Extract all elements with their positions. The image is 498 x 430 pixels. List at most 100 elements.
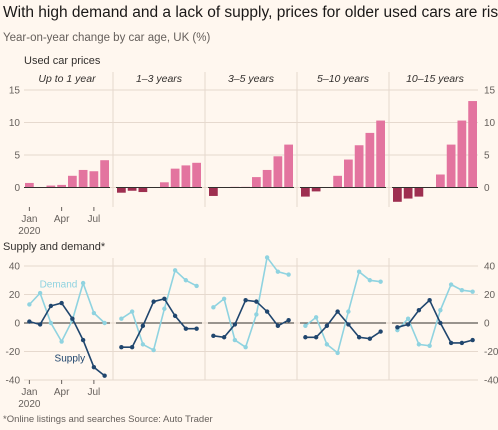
section-title-prices: Used car prices bbox=[24, 55, 101, 67]
panel-title: 5–10 years bbox=[317, 73, 370, 85]
x-tick-label: Jul bbox=[87, 387, 100, 398]
demand-point bbox=[91, 310, 97, 316]
demand-point bbox=[80, 280, 86, 286]
demand-line bbox=[212, 255, 289, 349]
supply-point bbox=[172, 313, 178, 319]
price-bar bbox=[457, 120, 467, 188]
source-note: *Online listings and searches Source: Au… bbox=[3, 414, 213, 425]
supply-point bbox=[438, 320, 443, 326]
demand-point bbox=[459, 288, 465, 293]
price-bar bbox=[100, 160, 109, 188]
price-bar bbox=[436, 174, 445, 188]
demand-point bbox=[448, 282, 454, 287]
y-tick-label-right: 0 bbox=[484, 183, 490, 194]
price-bar bbox=[311, 187, 321, 192]
price-bar bbox=[414, 187, 424, 197]
x-tick-label: Jan bbox=[21, 214, 37, 225]
demand-line bbox=[304, 270, 381, 355]
supply-point bbox=[254, 299, 259, 304]
demand-point bbox=[470, 289, 475, 294]
demand-point bbox=[324, 342, 330, 347]
supply-point bbox=[303, 335, 308, 340]
demand-point bbox=[286, 272, 291, 277]
y-tick-label-left: 40 bbox=[9, 262, 21, 273]
price-bar bbox=[25, 182, 34, 188]
price-bar bbox=[170, 168, 180, 188]
price-bar bbox=[209, 187, 218, 196]
demand-point bbox=[346, 309, 351, 314]
supply-point bbox=[378, 329, 383, 334]
y-tick-label-right: -40 bbox=[484, 376, 498, 387]
demand-point bbox=[427, 343, 432, 348]
panel-title: 1–3 years bbox=[136, 73, 183, 85]
supply-line bbox=[29, 302, 106, 377]
demand-point bbox=[232, 337, 238, 343]
demand-point bbox=[59, 339, 64, 344]
demand-point bbox=[37, 290, 43, 296]
chart-title: With high demand and a lack of supply, p… bbox=[3, 4, 498, 21]
y-tick-label-right: 40 bbox=[484, 262, 496, 273]
demand-point bbox=[264, 255, 270, 260]
y-tick-label-right: 10 bbox=[484, 118, 496, 129]
price-bar bbox=[138, 187, 148, 193]
demand-point bbox=[356, 269, 362, 274]
supply-point bbox=[59, 300, 64, 306]
supply-point bbox=[162, 296, 167, 301]
y-tick-label-right: 5 bbox=[484, 151, 490, 162]
price-bar bbox=[446, 144, 456, 188]
supply-point bbox=[232, 322, 238, 327]
supply-point bbox=[80, 337, 86, 343]
price-bar bbox=[160, 182, 169, 188]
price-bar bbox=[376, 120, 385, 188]
demand-line bbox=[28, 280, 106, 344]
demand-point bbox=[405, 316, 411, 321]
demand-point bbox=[119, 316, 124, 321]
demand-point bbox=[221, 296, 227, 301]
price-bar bbox=[127, 187, 137, 191]
supply-point bbox=[395, 325, 400, 330]
price-bar bbox=[333, 175, 342, 188]
supply-point bbox=[243, 298, 248, 303]
x-tick-label: Apr bbox=[54, 214, 70, 225]
y-tick-label-right: -20 bbox=[484, 347, 498, 358]
price-bar bbox=[57, 184, 66, 188]
supply-point bbox=[346, 322, 351, 327]
supply-point bbox=[367, 336, 373, 341]
supply-point bbox=[70, 316, 75, 321]
supply-point bbox=[211, 333, 216, 339]
demand-point bbox=[313, 315, 319, 320]
chart-subtitle: Year-on-year change by car age, UK (%) bbox=[3, 32, 211, 44]
demand-point bbox=[172, 268, 178, 273]
demand-point bbox=[378, 279, 383, 284]
price-bar bbox=[78, 169, 88, 188]
y-tick-label-left: 10 bbox=[9, 118, 21, 129]
supply-point bbox=[194, 326, 199, 331]
section-title-supply-demand: Supply and demand* bbox=[3, 241, 106, 253]
y-tick-label-left: 20 bbox=[9, 290, 21, 301]
demand-line bbox=[120, 268, 197, 352]
x-tick-label: Apr bbox=[54, 387, 70, 398]
price-bar bbox=[192, 162, 201, 188]
y-tick-label-left: 5 bbox=[14, 151, 20, 162]
price-bar bbox=[354, 145, 364, 188]
demand-point bbox=[194, 283, 199, 289]
supply-point bbox=[448, 340, 454, 346]
panel-title: 10–15 years bbox=[406, 73, 465, 85]
demand-point bbox=[416, 342, 422, 347]
demand-point bbox=[303, 323, 308, 329]
supply-point bbox=[140, 323, 146, 329]
supply-point bbox=[151, 299, 156, 304]
supply-point bbox=[313, 335, 319, 340]
supply-point bbox=[470, 337, 475, 343]
y-tick-label-right: 20 bbox=[484, 290, 496, 301]
price-bar bbox=[273, 156, 283, 188]
y-tick-label-right: 0 bbox=[484, 319, 490, 330]
price-bar bbox=[89, 171, 99, 188]
series-label-demand: Demand bbox=[40, 280, 78, 291]
x-tick-year: 2020 bbox=[18, 226, 41, 237]
y-tick-label-left: 0 bbox=[14, 183, 20, 194]
price-bar bbox=[393, 187, 402, 202]
y-tick-label-left: 0 bbox=[14, 319, 20, 330]
price-bar bbox=[284, 144, 293, 188]
